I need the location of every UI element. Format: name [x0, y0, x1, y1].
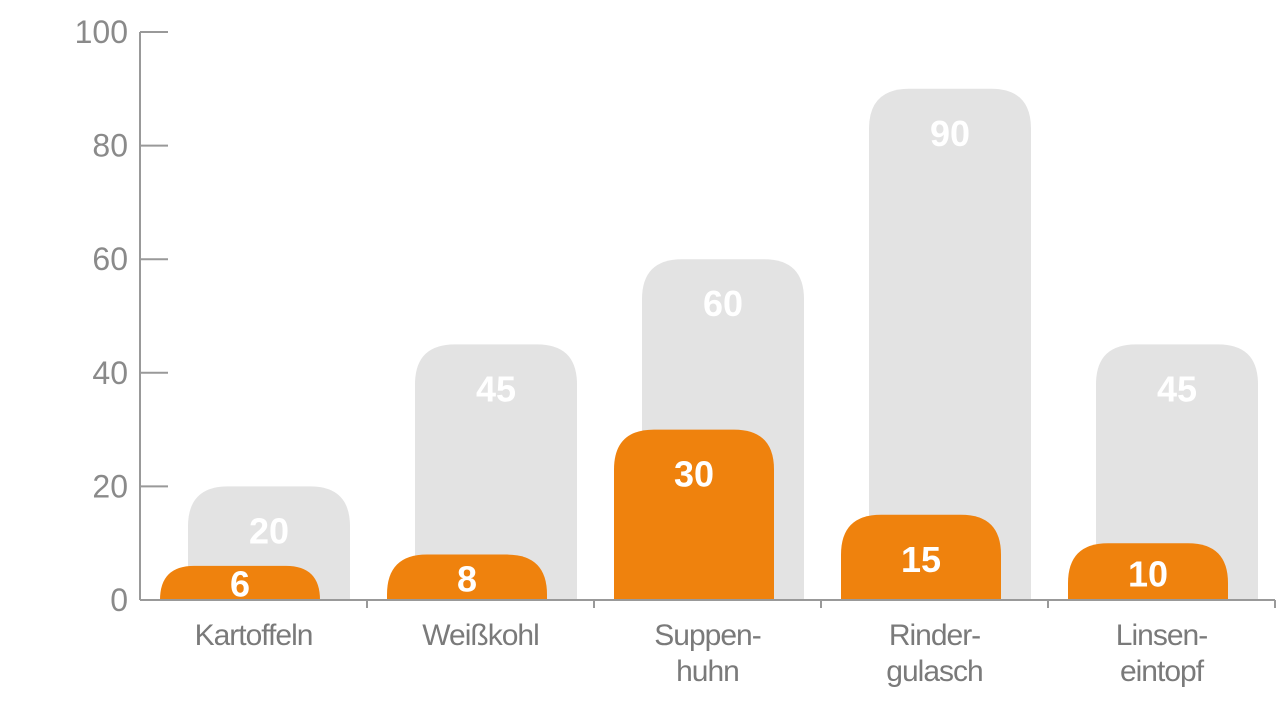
value-label: 8: [457, 559, 477, 600]
bar: [614, 429, 774, 600]
x-tick-label: Linsen- eintopf: [1115, 619, 1208, 688]
y-tick-label: 20: [92, 468, 128, 504]
value-label: 10: [1128, 553, 1168, 594]
bar: [387, 554, 547, 600]
bar: [841, 514, 1001, 600]
y-tick-label: 60: [92, 241, 128, 277]
value-label: 30: [674, 454, 714, 495]
value-label: 20: [249, 510, 289, 551]
bar: [869, 88, 1031, 601]
bar: [1068, 543, 1228, 600]
x-tick-label: Weißkohl: [422, 619, 539, 652]
y-tick-label: 80: [92, 128, 128, 164]
x-tick-label: Rinder- gulasch: [886, 619, 983, 688]
value-label: 15: [901, 539, 941, 580]
bar: [160, 565, 320, 600]
x-tick-label: Kartoffeln: [194, 619, 314, 652]
y-tick-label: 0: [110, 582, 128, 618]
value-label: 60: [703, 283, 743, 324]
bar: [415, 344, 577, 600]
bar: [1096, 344, 1258, 600]
value-label: 45: [476, 368, 516, 409]
y-tick-label: 40: [92, 355, 128, 391]
y-tick-label: 100: [75, 14, 128, 50]
value-label: 90: [930, 113, 970, 154]
value-label: 45: [1157, 368, 1197, 409]
x-tick-label: Suppen- huhn: [654, 619, 761, 688]
value-label: 6: [230, 564, 250, 605]
